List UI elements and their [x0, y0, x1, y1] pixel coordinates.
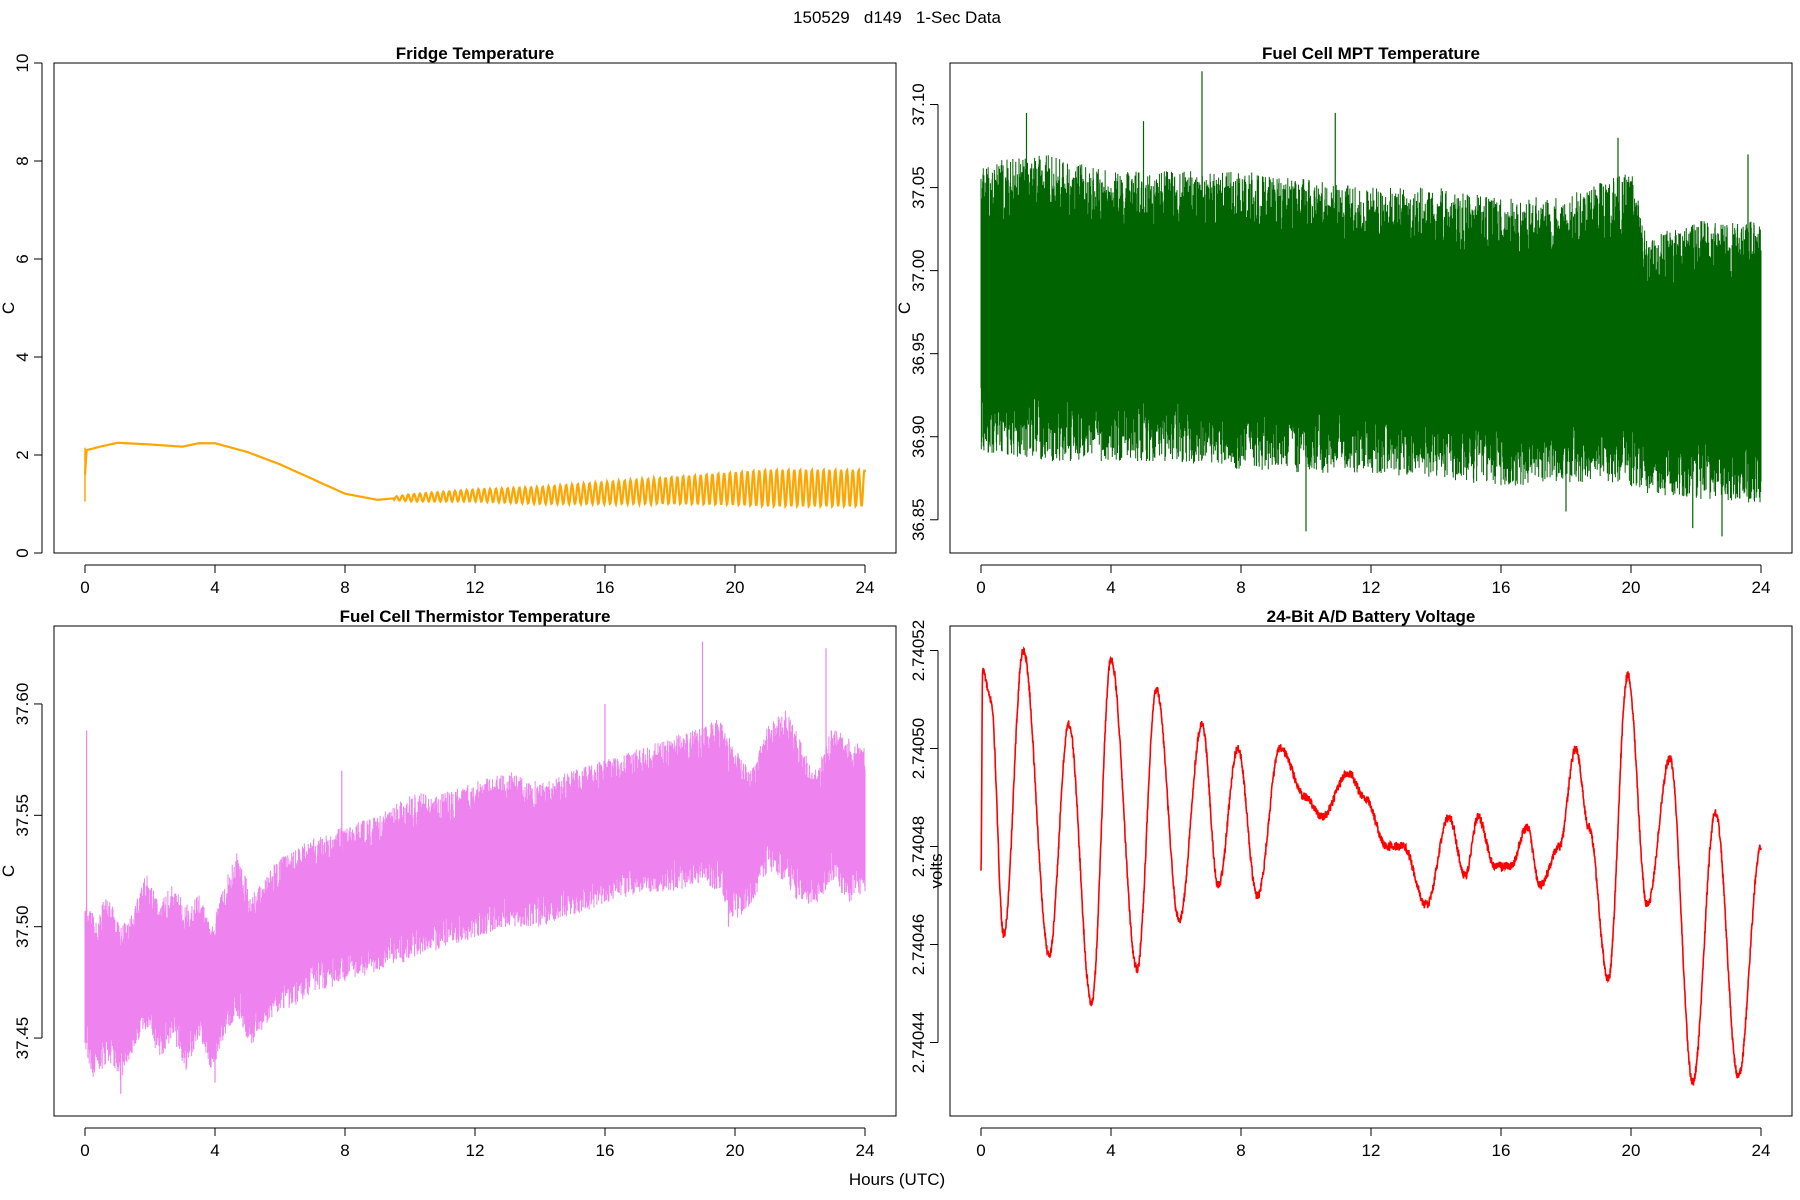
fuel-cell-thermistor-temperature-noise	[84, 710, 866, 1081]
fuel-cell-thermistor-temperature-x-tick-label-1: 4	[210, 1141, 219, 1160]
fuel-cell-mpt-temperature-y-tick-label-5: 37.10	[909, 83, 928, 126]
battery-voltage-data	[980, 646, 1762, 1086]
fuel-cell-mpt-temperature-x-tick-label-1: 4	[1106, 578, 1115, 597]
fridge-temperature-y-tick-label-5: 10	[13, 54, 32, 73]
fridge-temperature-y-label: C	[0, 302, 18, 314]
fuel-cell-thermistor-temperature-x-tick-label-4: 16	[596, 1141, 615, 1160]
fuel-cell-thermistor-temperature-y-tick-label-1: 37.50	[13, 905, 32, 948]
fuel-cell-thermistor-temperature-title: Fuel Cell Thermistor Temperature	[340, 607, 611, 626]
panel-fuel-cell-thermistor-temperature: Fuel Cell Thermistor Temperature 0 4 8 12 16 2…	[0, 607, 897, 1160]
battery-voltage-x-tick-label-3: 12	[1362, 1141, 1381, 1160]
battery-voltage-y-tick-label-2: 2.74048	[909, 816, 928, 877]
panel-battery-voltage: 24-Bit A/D Battery Voltage 0 4 8 12 16 20 24 2.7…	[909, 607, 1793, 1160]
fridge-temperature-title: Fridge Temperature	[396, 44, 554, 63]
fuel-cell-mpt-temperature-frame	[949, 62, 1793, 554]
fuel-cell-mpt-temperature-x-tick-label-4: 16	[1492, 578, 1511, 597]
fuel-cell-thermistor-temperature-y-tick-label-3: 37.60	[13, 683, 32, 726]
fuel-cell-thermistor-temperature-y-tick-label-0: 37.45	[13, 1017, 32, 1060]
fuel-cell-mpt-temperature-y-tick-label-2: 36.95	[909, 332, 928, 375]
fuel-cell-thermistor-temperature-x-tick-label-6: 24	[856, 1141, 875, 1160]
fuel-cell-mpt-temperature-x-tick-label-5: 20	[1622, 578, 1641, 597]
fuel-cell-mpt-temperature-x-tick-label-6: 24	[1752, 578, 1771, 597]
fuel-cell-mpt-temperature-y-tick-label-3: 37.00	[909, 249, 928, 292]
battery-voltage-x-tick-label-4: 16	[1492, 1141, 1511, 1160]
fridge-temperature-x-tick-label-4: 16	[596, 578, 615, 597]
fuel-cell-thermistor-temperature-x-tick-label-0: 0	[80, 1141, 89, 1160]
battery-voltage-x-tick-label-5: 20	[1622, 1141, 1641, 1160]
fuel-cell-mpt-temperature-y-tick-label-4: 37.05	[909, 166, 928, 209]
fuel-cell-mpt-temperature-noise	[980, 155, 1762, 503]
fuel-cell-thermistor-temperature-x-tick-label-3: 12	[466, 1141, 485, 1160]
fridge-temperature-x-tick-label-0: 0	[80, 578, 89, 597]
battery-voltage-frame	[949, 625, 1793, 1117]
battery-voltage-x-tick-label-1: 4	[1106, 1141, 1115, 1160]
battery-voltage-y-tick-label-3: 2.74050	[909, 718, 928, 779]
figure-xlabel: Hours (UTC)	[849, 1170, 945, 1189]
battery-voltage-y-tick-label-0: 2.74044	[909, 1012, 928, 1073]
battery-voltage-x-tick-label-2: 8	[1236, 1141, 1245, 1160]
battery-voltage-line	[980, 646, 1762, 1086]
fuel-cell-thermistor-temperature-x-tick-label-5: 20	[726, 1141, 745, 1160]
battery-voltage-title: 24-Bit A/D Battery Voltage	[1267, 607, 1476, 626]
fridge-temperature-frame	[53, 62, 897, 554]
fridge-temperature-y-tick-label-1: 2	[13, 450, 32, 459]
fuel-cell-mpt-temperature-data	[980, 71, 1762, 537]
fuel-cell-mpt-temperature-y-label: C	[895, 302, 914, 314]
fuel-cell-mpt-temperature-x-tick-label-3: 12	[1362, 578, 1381, 597]
fridge-temperature-x-tick-label-3: 12	[466, 578, 485, 597]
fridge-temperature-y-tick-label-4: 8	[13, 156, 32, 165]
fridge-temperature-y-tick-label-2: 4	[13, 352, 32, 361]
fuel-cell-mpt-temperature-x-tick-label-2: 8	[1236, 578, 1245, 597]
battery-voltage-y-tick-label-1: 2.74046	[909, 914, 928, 975]
fridge-temperature-data	[83, 441, 867, 510]
panel-fuel-cell-mpt-temperature: Fuel Cell MPT Temperature 0 4 8 12 16 20 24 36.8…	[895, 44, 1793, 597]
battery-voltage-x-tick-label-0: 0	[976, 1141, 985, 1160]
fridge-temperature-y-tick-label-0: 0	[13, 548, 32, 557]
fridge-temperature-y-tick-label-3: 6	[13, 254, 32, 263]
figure-title: 150529 d149 1-Sec Data	[793, 8, 1001, 27]
battery-voltage-y-label: volts	[927, 854, 946, 889]
fuel-cell-mpt-temperature-title: Fuel Cell MPT Temperature	[1262, 44, 1480, 63]
battery-voltage-y-tick-label-4: 2.74052	[909, 620, 928, 681]
battery-voltage-x-tick-label-6: 24	[1752, 1141, 1771, 1160]
fuel-cell-mpt-temperature-y-tick-label-0: 36.85	[909, 499, 928, 542]
fridge-temperature-x-tick-label-1: 4	[210, 578, 219, 597]
fuel-cell-thermistor-temperature-x-tick-label-2: 8	[340, 1141, 349, 1160]
fridge-temperature-x-tick-label-5: 20	[726, 578, 745, 597]
fuel-cell-thermistor-temperature-frame	[53, 625, 897, 1117]
fridge-temperature-line	[83, 441, 867, 510]
fridge-temperature-x-tick-label-6: 24	[856, 578, 875, 597]
fuel-cell-thermistor-temperature-y-tick-label-2: 37.55	[13, 794, 32, 837]
fuel-cell-mpt-temperature-y-tick-label-1: 36.90	[909, 415, 928, 458]
fridge-temperature-x-tick-label-2: 8	[340, 578, 349, 597]
fuel-cell-thermistor-temperature-y-label: C	[0, 865, 18, 877]
fuel-cell-thermistor-temperature-data	[84, 641, 866, 1094]
fuel-cell-mpt-temperature-x-tick-label-0: 0	[976, 578, 985, 597]
